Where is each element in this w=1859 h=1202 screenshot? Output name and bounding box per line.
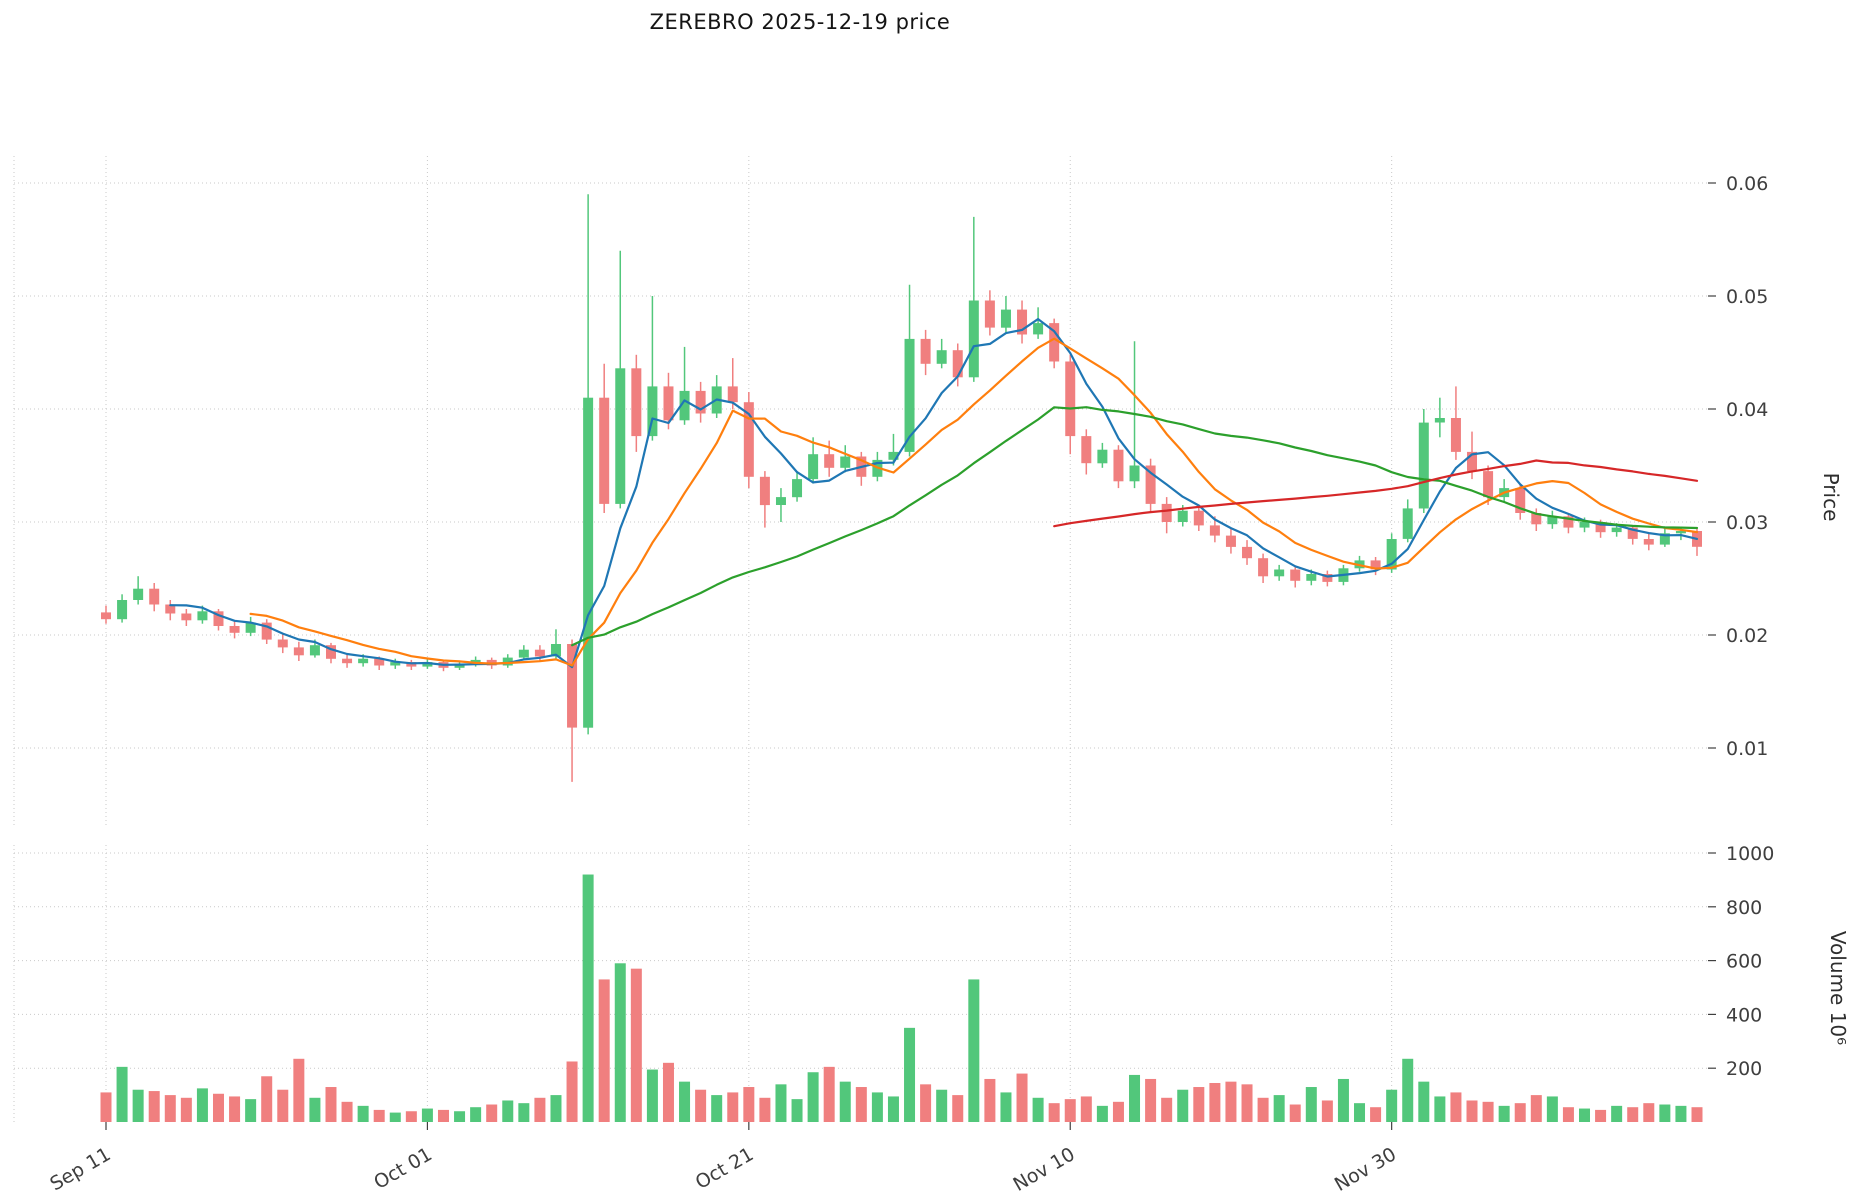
svg-text:0.04: 0.04 bbox=[1726, 399, 1768, 421]
ma-line-ma60 bbox=[1053, 459, 1699, 528]
svg-text:Nov 10: Nov 10 bbox=[1009, 1143, 1078, 1196]
candlesticks bbox=[101, 194, 1702, 782]
svg-text:Oct 01: Oct 01 bbox=[370, 1143, 436, 1194]
svg-text:800: 800 bbox=[1726, 897, 1762, 919]
svg-text:Oct 21: Oct 21 bbox=[692, 1143, 758, 1194]
svg-text:600: 600 bbox=[1726, 951, 1762, 973]
svg-text:0.01: 0.01 bbox=[1726, 738, 1768, 760]
svg-text:Sep 11: Sep 11 bbox=[46, 1143, 114, 1195]
svg-text:1000: 1000 bbox=[1726, 843, 1774, 865]
svg-text:200: 200 bbox=[1726, 1058, 1762, 1080]
svg-text:0.06: 0.06 bbox=[1726, 173, 1768, 195]
moving-average-lines bbox=[169, 318, 1699, 669]
svg-text:Nov 30: Nov 30 bbox=[1331, 1143, 1400, 1196]
chart-title: ZEREBRO 2025-12-19 price bbox=[649, 10, 951, 34]
volume-axis-label: Volume 10⁶ bbox=[1826, 930, 1850, 1046]
svg-text:400: 400 bbox=[1726, 1004, 1762, 1026]
ma-line-ma10 bbox=[249, 337, 1699, 667]
svg-text:0.03: 0.03 bbox=[1726, 512, 1768, 534]
ma-line-ma5 bbox=[169, 318, 1699, 669]
ma-line-ma30 bbox=[570, 406, 1699, 647]
svg-text:0.02: 0.02 bbox=[1726, 625, 1768, 647]
volume-bars bbox=[100, 874, 1703, 1122]
price-axis-label: Price bbox=[1819, 472, 1843, 522]
svg-text:0.05: 0.05 bbox=[1726, 286, 1768, 308]
